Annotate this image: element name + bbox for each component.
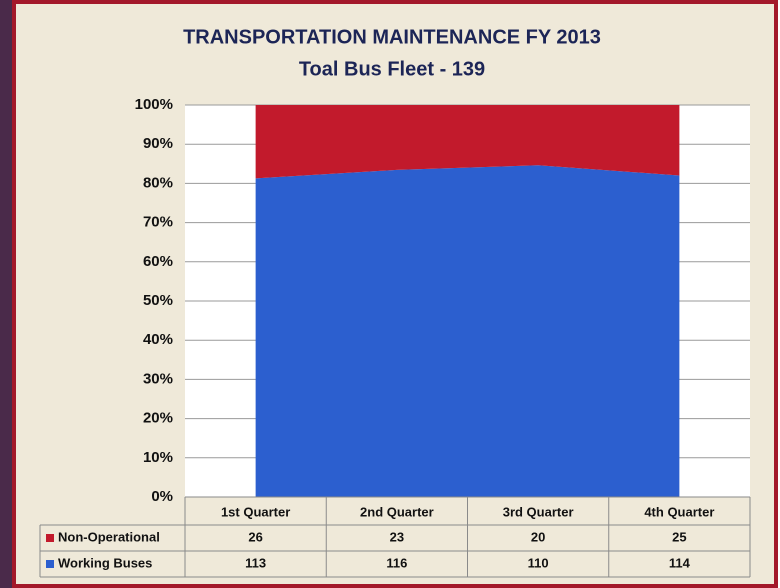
chart-subtitle: Toal Bus Fleet - 139 [299, 58, 485, 80]
table-value: 114 [669, 555, 691, 570]
table-value: 20 [531, 529, 545, 544]
y-tick-label: 20% [143, 410, 173, 427]
y-tick-label: 40% [143, 331, 173, 348]
y-tick-label: 90% [143, 135, 173, 152]
y-tick-label: 70% [143, 214, 173, 231]
x-tick-label: 4th Quarter [644, 504, 714, 519]
legend-swatch [46, 560, 54, 568]
y-tick-label: 80% [143, 174, 173, 191]
area [255, 165, 680, 498]
y-tick-label: 60% [143, 253, 173, 270]
y-tick-label: 10% [143, 449, 173, 466]
y-tick-label: 100% [135, 96, 173, 113]
table-value: 25 [672, 529, 686, 544]
table-value: 23 [390, 529, 404, 544]
chart-title: TRANSPORTATION MAINTENANCE FY 2013 [183, 26, 601, 48]
legend-label: Working Buses [58, 555, 152, 570]
x-tick-label: 2nd Quarter [360, 504, 434, 519]
legend-swatch [46, 534, 54, 542]
table-value: 113 [245, 555, 266, 570]
table-value: 110 [528, 555, 549, 570]
legend-label: Non-Operational [58, 529, 160, 544]
x-tick-label: 1st Quarter [221, 504, 290, 519]
area [255, 105, 680, 179]
y-tick-label: 30% [143, 370, 173, 387]
y-tick-label: 50% [143, 292, 173, 309]
y-tick-label: 0% [151, 488, 173, 505]
table-value: 116 [386, 555, 407, 570]
side-strip [0, 0, 12, 588]
x-tick-label: 3rd Quarter [503, 504, 574, 519]
table-value: 26 [248, 529, 262, 544]
